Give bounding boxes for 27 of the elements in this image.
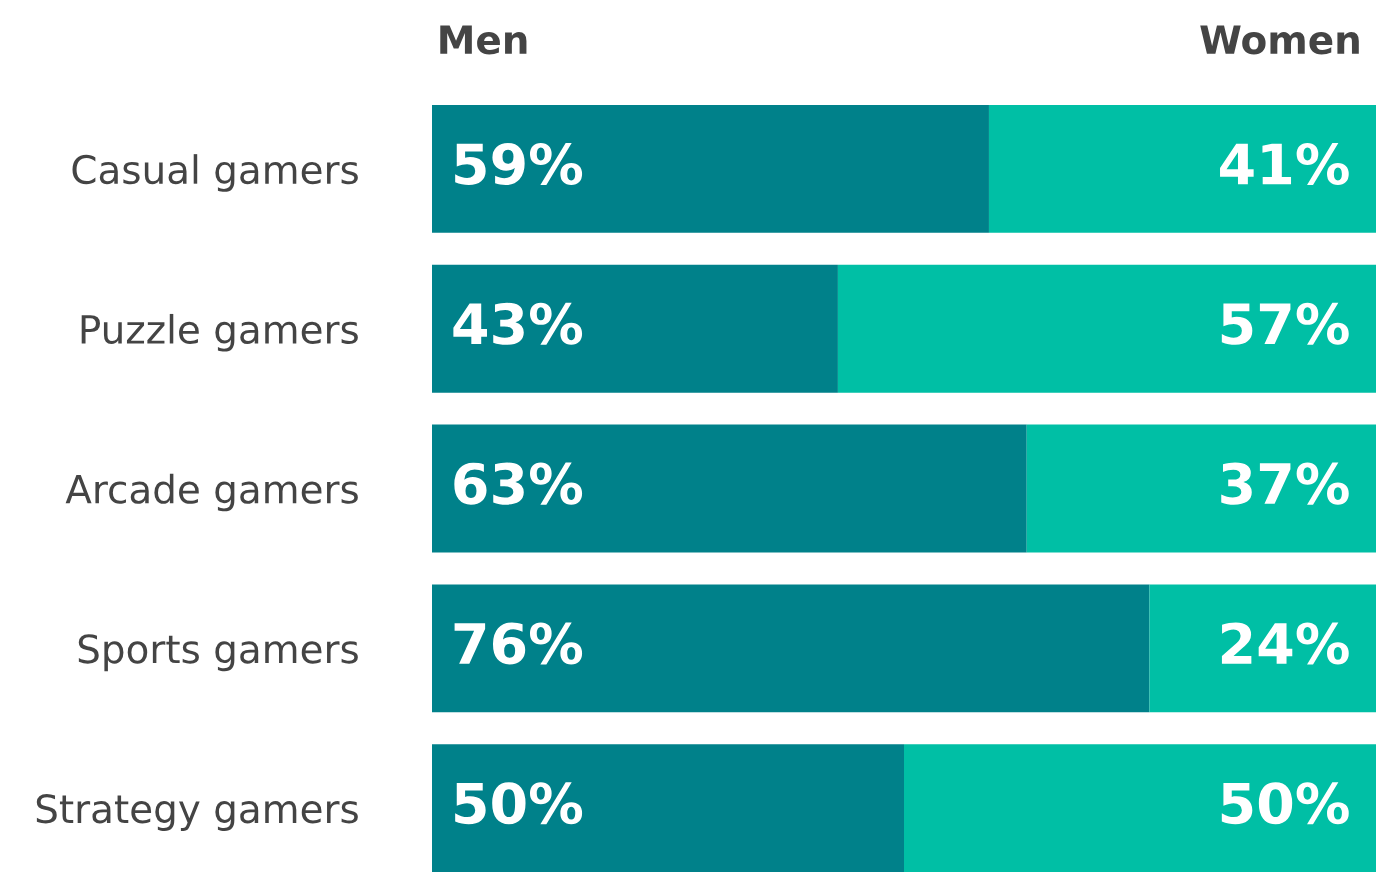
bar bbox=[837, 264, 1376, 393]
bar bbox=[1026, 424, 1376, 553]
data-label: 43% bbox=[453, 302, 583, 345]
y-tick-label: Casual gamers bbox=[72, 154, 358, 192]
bar bbox=[432, 105, 989, 233]
bar bbox=[432, 264, 838, 393]
series-label: Women bbox=[1200, 25, 1359, 55]
series-label: Men bbox=[440, 25, 527, 55]
y-tick-label: Strategy gamers bbox=[36, 794, 358, 831]
data-label: 76% bbox=[454, 622, 583, 665]
data-label: 59% bbox=[455, 143, 583, 186]
y-tick-label: Arcade gamers bbox=[65, 473, 358, 512]
data-label: 41% bbox=[1220, 143, 1349, 186]
y-tick-label: Puzzle gamers bbox=[81, 313, 358, 352]
data-label: 50% bbox=[1221, 782, 1349, 825]
data-label: 57% bbox=[1221, 302, 1349, 345]
data-label: 37% bbox=[1221, 462, 1349, 505]
bar bbox=[904, 744, 1376, 873]
bar bbox=[432, 744, 904, 873]
data-label: 24% bbox=[1221, 622, 1349, 665]
bar bbox=[1149, 584, 1376, 713]
data-label: 50% bbox=[455, 782, 583, 825]
data-label: 63% bbox=[454, 462, 583, 505]
bar bbox=[432, 584, 1150, 713]
y-tick-label: Sports gamers bbox=[78, 634, 358, 672]
bar bbox=[988, 105, 1376, 233]
bar bbox=[432, 424, 1027, 553]
